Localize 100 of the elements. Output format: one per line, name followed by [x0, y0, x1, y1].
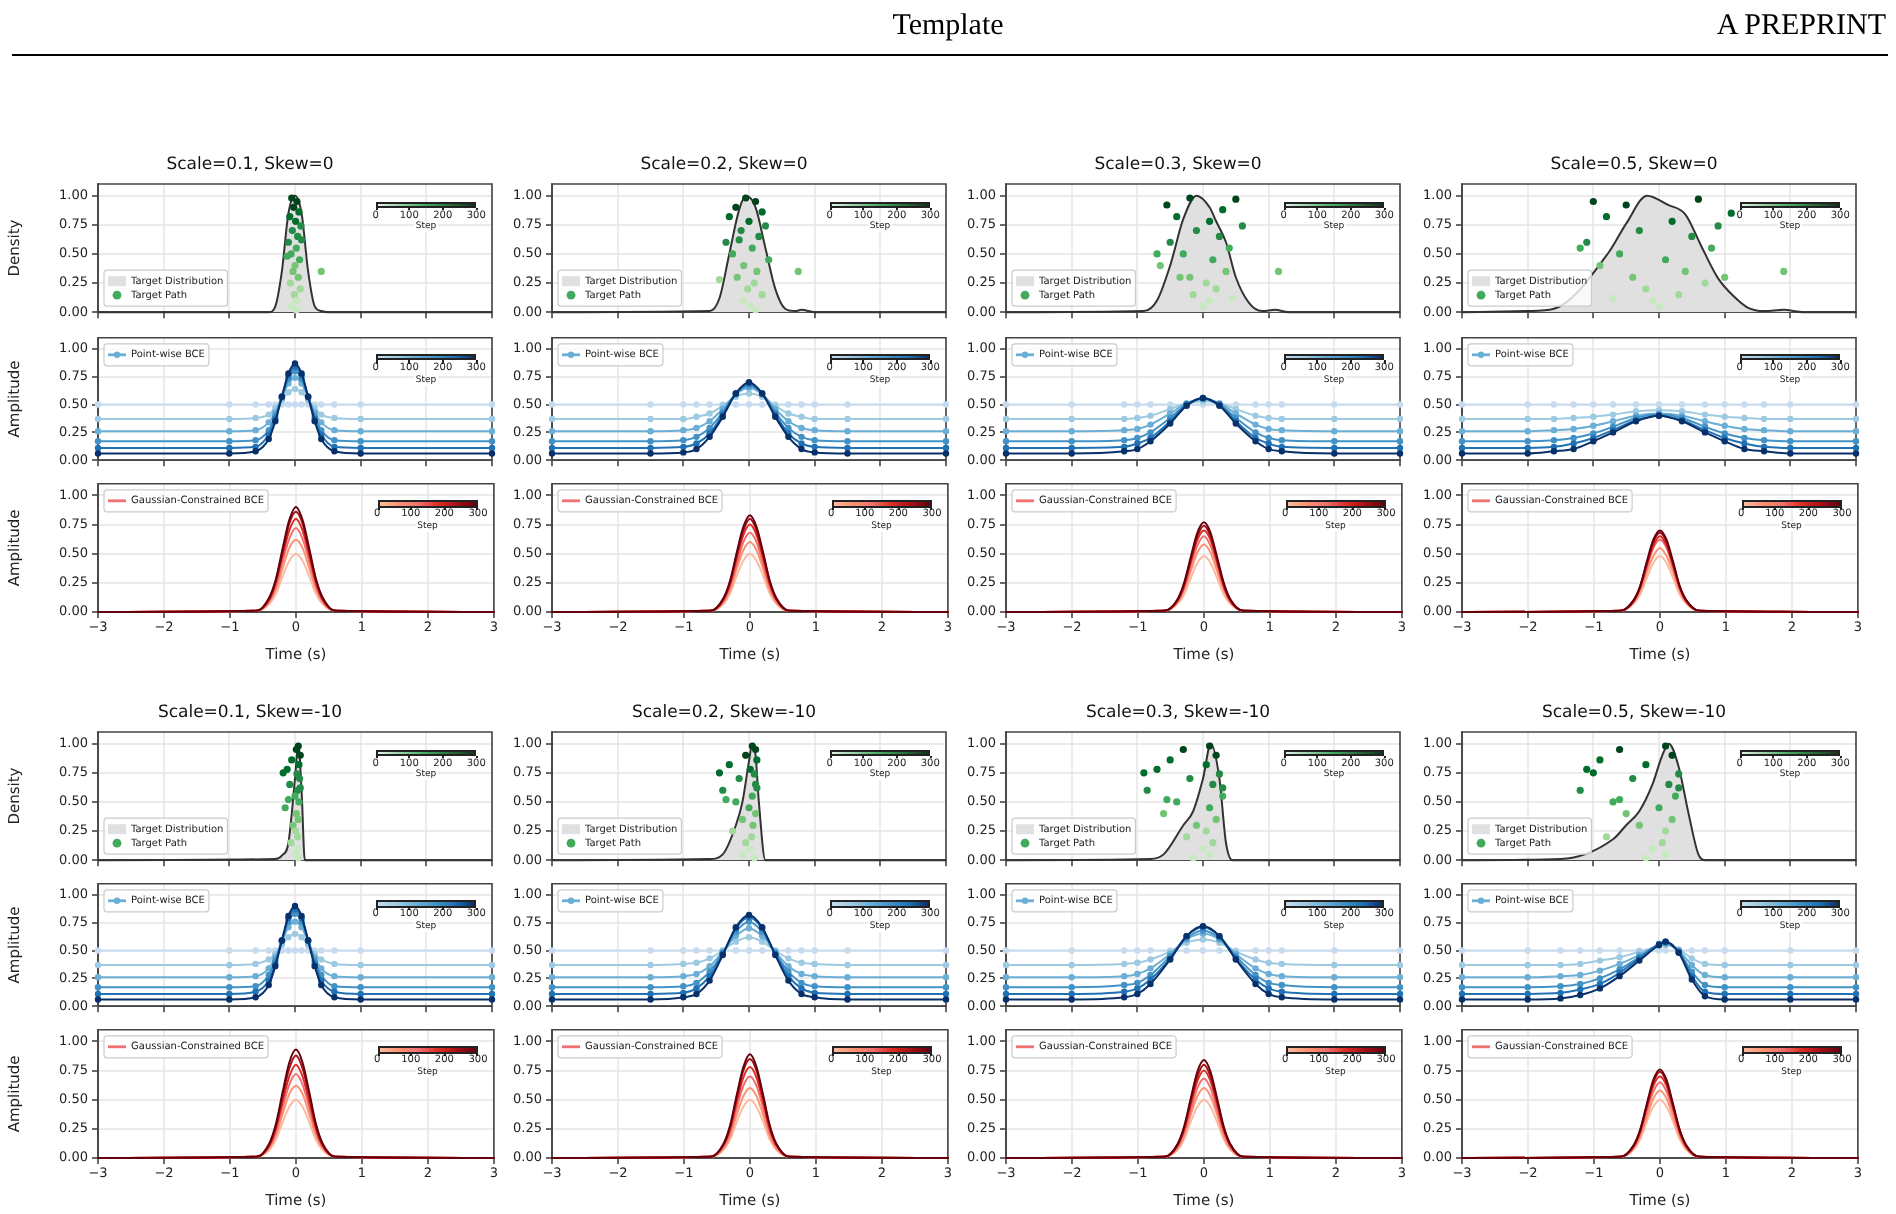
point: [1331, 947, 1338, 954]
point: [735, 775, 743, 783]
point: [1787, 984, 1794, 991]
point: [1331, 400, 1338, 407]
point: [942, 961, 950, 969]
point: [226, 414, 233, 422]
point: [1570, 439, 1577, 446]
point: [252, 988, 259, 995]
point: [758, 291, 766, 299]
point: [1202, 827, 1210, 835]
point: [1331, 961, 1338, 969]
point: [1655, 400, 1663, 407]
point: [942, 443, 950, 451]
point: [1209, 839, 1217, 847]
point: [785, 962, 792, 970]
point: [252, 972, 259, 980]
point: [1068, 990, 1075, 998]
point: [1186, 273, 1194, 281]
point: [294, 815, 302, 824]
point: [1331, 443, 1338, 451]
point: [1265, 990, 1272, 998]
point: [942, 990, 950, 998]
point: [1205, 804, 1214, 812]
point: [844, 443, 851, 451]
point: [798, 439, 805, 446]
point: [1524, 984, 1531, 991]
point: [252, 447, 259, 454]
point: [1219, 784, 1227, 792]
point: [1787, 443, 1794, 451]
point: [1661, 256, 1670, 264]
point: [1068, 961, 1075, 969]
point: [1622, 809, 1630, 818]
point: [742, 751, 750, 759]
point: [693, 947, 700, 954]
point: [1760, 400, 1768, 407]
point: [1189, 291, 1197, 299]
point: [488, 990, 496, 998]
point: [1222, 267, 1230, 276]
point: [1701, 279, 1709, 287]
point: [1396, 961, 1404, 969]
point: [331, 413, 338, 421]
point: [942, 996, 950, 1003]
point: [706, 947, 713, 954]
point: [1787, 437, 1794, 444]
point: [1212, 815, 1220, 824]
point: [1642, 761, 1650, 769]
point: [1648, 296, 1657, 305]
point: [1252, 980, 1259, 988]
point: [331, 960, 338, 968]
point: [1852, 437, 1860, 444]
point: [1576, 786, 1584, 794]
point: [1068, 400, 1075, 407]
point: [1068, 443, 1075, 451]
point: [1183, 947, 1190, 954]
point: [292, 809, 300, 818]
point: [291, 261, 299, 270]
point: [1121, 994, 1128, 1001]
point: [1209, 780, 1217, 789]
point: [1760, 414, 1768, 422]
point: [252, 994, 259, 1001]
point: [1002, 414, 1010, 422]
point: [548, 984, 556, 991]
point: [1153, 250, 1161, 258]
point: [794, 267, 802, 276]
point: [1396, 996, 1404, 1003]
point: [226, 990, 233, 998]
point: [317, 267, 325, 276]
chart-title: Scale=0.2, Skew=0: [640, 154, 808, 175]
point: [548, 414, 556, 422]
point: [1609, 417, 1617, 424]
point: [1278, 414, 1285, 422]
point: [798, 985, 805, 992]
point: [785, 977, 792, 984]
point: [1002, 961, 1010, 969]
point: [1577, 960, 1584, 968]
point: [1721, 996, 1728, 1003]
point: [765, 256, 773, 264]
point: [226, 961, 233, 969]
point: [1675, 784, 1683, 792]
point: [1852, 443, 1860, 451]
point: [488, 974, 496, 981]
point: [1557, 947, 1564, 954]
point: [292, 827, 300, 835]
point: [1570, 433, 1577, 441]
point: [1252, 965, 1259, 972]
point: [1121, 981, 1128, 989]
point: [1694, 195, 1702, 203]
point: [1121, 988, 1128, 995]
point: [1166, 756, 1174, 764]
point: [265, 956, 272, 963]
point: [680, 960, 687, 968]
point: [1668, 751, 1676, 759]
point: [288, 302, 296, 310]
point: [1331, 990, 1338, 998]
point: [1524, 443, 1531, 451]
point: [1179, 745, 1187, 754]
point: [1596, 975, 1604, 982]
point: [738, 815, 747, 824]
point: [942, 414, 950, 422]
point: [318, 434, 325, 442]
